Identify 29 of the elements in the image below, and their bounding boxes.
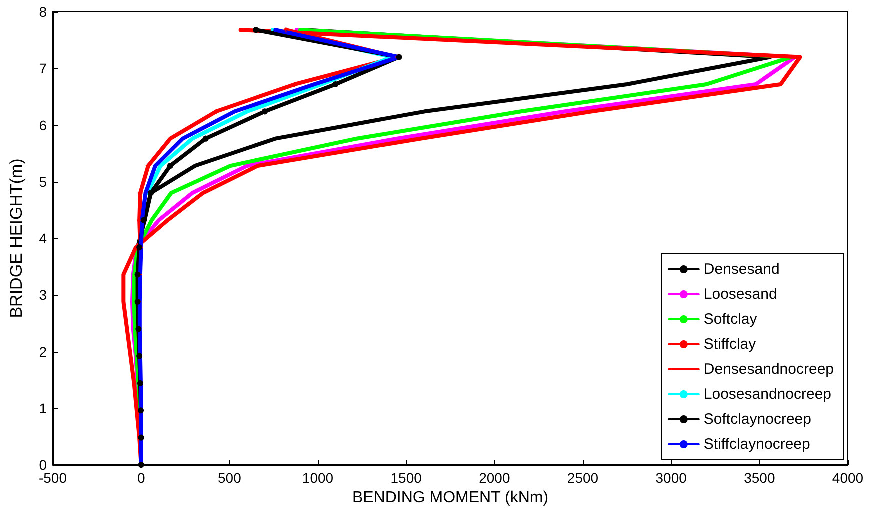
legend-label: Softclay [704, 311, 758, 328]
legend-label: Densesand [704, 261, 780, 278]
x-tick-label: 0 [137, 470, 146, 486]
x-tick-label: 1500 [390, 470, 422, 486]
legend-label: Loosesand [704, 286, 778, 303]
y-tick-label: 7 [39, 60, 48, 77]
x-tick-label: 4000 [832, 470, 864, 486]
y-tick-label: 8 [39, 4, 48, 20]
legend-label: Stiffclay [704, 336, 757, 353]
y-tick-label: 4 [39, 230, 48, 246]
x-tick-label: 1000 [302, 470, 334, 486]
legend-label: Loosesandnocreep [704, 386, 832, 403]
y-axis-title: BRIDGE HEIGHT(m) [7, 158, 26, 318]
x-tick-label: -500 [38, 470, 68, 486]
y-tick-label: 6 [39, 117, 48, 134]
y-tick-label: 2 [39, 344, 48, 360]
x-axis-title: BENDING MOMENT (kNm) [352, 489, 549, 506]
legend-label: Softclaynocreep [704, 411, 812, 428]
y-tick-label: 3 [39, 287, 48, 304]
y-tick-label: 1 [39, 400, 48, 416]
y-tick-label: 0 [39, 457, 48, 473]
x-tick-label: 2000 [479, 470, 510, 486]
x-tick-label: 3000 [656, 470, 688, 486]
x-tick-label: 2500 [567, 470, 599, 486]
y-tick-label: 5 [39, 174, 48, 190]
x-tick-label: 3500 [744, 470, 776, 486]
legend-label: Stiffclaynocreep [704, 436, 810, 453]
legend-label: Densesandnocreep [704, 361, 834, 378]
x-tick-label: 500 [218, 470, 242, 486]
